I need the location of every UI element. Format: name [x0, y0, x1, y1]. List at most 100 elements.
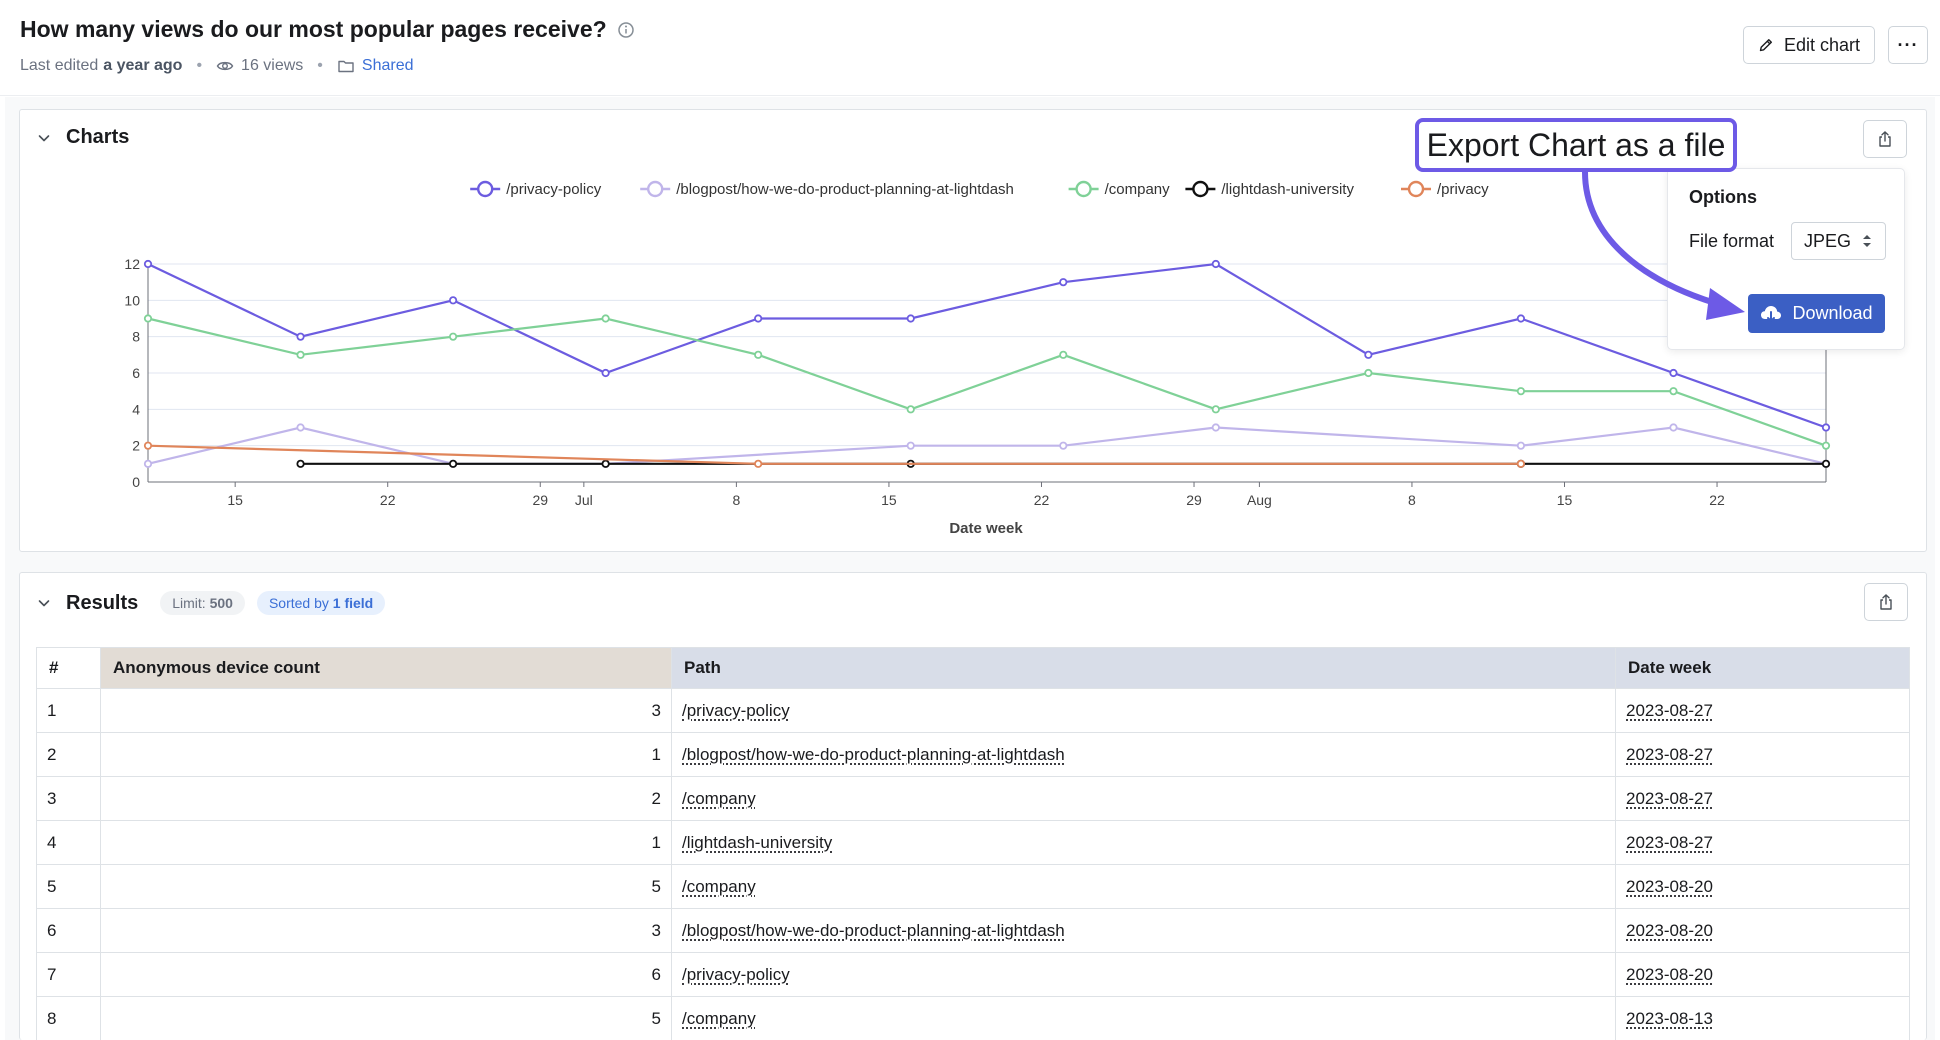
date-week-cell[interactable]: 2023-08-20: [1616, 953, 1910, 997]
file-format-select[interactable]: JPEG: [1791, 222, 1886, 260]
data-point[interactable]: [908, 442, 914, 448]
data-point[interactable]: [450, 297, 456, 303]
data-point[interactable]: [1670, 424, 1676, 430]
data-point[interactable]: [1518, 461, 1524, 467]
data-point[interactable]: [602, 315, 608, 321]
data-point[interactable]: [145, 261, 151, 267]
data-point[interactable]: [145, 442, 151, 448]
data-point[interactable]: [908, 315, 914, 321]
data-point[interactable]: [450, 333, 456, 339]
path-cell[interactable]: /blogpost/how-we-do-product-planning-at-…: [672, 733, 1616, 777]
column-header-device-count[interactable]: Anonymous device count: [101, 648, 672, 689]
table-row[interactable]: 2 1/blogpost/how-we-do-product-planning-a…: [37, 733, 1910, 777]
data-point[interactable]: [1823, 442, 1829, 448]
path-cell[interactable]: /company: [672, 865, 1616, 909]
table-row[interactable]: 8 5/company 2023-08-13: [37, 997, 1910, 1040]
legend-item[interactable]: /lightdash-university: [1185, 181, 1354, 198]
limit-badge[interactable]: Limit: 500: [160, 591, 245, 615]
path-cell-text: /privacy-policy: [682, 701, 790, 720]
column-header-date-week[interactable]: Date week: [1616, 648, 1910, 689]
table-row[interactable]: 7 6/privacy-policy 2023-08-20: [37, 953, 1910, 997]
date-week-cell[interactable]: 2023-08-27: [1616, 777, 1910, 821]
path-cell[interactable]: /blogpost/how-we-do-product-planning-at-…: [672, 909, 1616, 953]
data-point[interactable]: [1060, 279, 1066, 285]
data-point[interactable]: [145, 315, 151, 321]
date-week-cell[interactable]: 2023-08-27: [1616, 689, 1910, 733]
series-layer: [145, 261, 1829, 467]
series-privacy-policy[interactable]: [145, 261, 1829, 431]
data-point[interactable]: [1823, 424, 1829, 430]
series-company[interactable]: [145, 315, 1829, 449]
path-cell[interactable]: /privacy-policy: [672, 689, 1616, 733]
table-row[interactable]: 1 3/privacy-policy 2023-08-27: [37, 689, 1910, 733]
data-point[interactable]: [145, 461, 151, 467]
table-row[interactable]: 4 1/lightdash-university 2023-08-27: [37, 821, 1910, 865]
date-week-cell[interactable]: 2023-08-20: [1616, 909, 1910, 953]
date-week-cell[interactable]: 2023-08-27: [1616, 821, 1910, 865]
sorted-badge[interactable]: Sorted by 1 field: [257, 591, 385, 615]
data-point[interactable]: [1213, 424, 1219, 430]
share-icon: [1877, 593, 1895, 611]
data-point[interactable]: [908, 406, 914, 412]
device-count-cell: 6: [101, 953, 672, 997]
path-cell[interactable]: /company: [672, 997, 1616, 1040]
table-body: 1 3/privacy-policy 2023-08-27 2 1/blogpost/h…: [37, 689, 1910, 1040]
data-point[interactable]: [297, 461, 303, 467]
legend-label: /lightdash-university: [1221, 181, 1354, 198]
data-point[interactable]: [297, 352, 303, 358]
row-index-text: 7: [47, 965, 56, 984]
table-row[interactable]: 5 5/company 2023-08-20: [37, 865, 1910, 909]
data-point[interactable]: [1518, 442, 1524, 448]
path-cell[interactable]: /privacy-policy: [672, 953, 1616, 997]
data-point[interactable]: [297, 424, 303, 430]
date-week-cell-text: 2023-08-13: [1626, 1009, 1713, 1028]
select-arrows-icon: [1861, 233, 1873, 249]
data-point[interactable]: [1213, 406, 1219, 412]
data-point[interactable]: [1060, 352, 1066, 358]
data-point[interactable]: [1213, 261, 1219, 267]
table-row[interactable]: 6 3/blogpost/how-we-do-product-planning-a…: [37, 909, 1910, 953]
data-point[interactable]: [1518, 388, 1524, 394]
limit-label: Limit:: [172, 595, 205, 611]
data-point[interactable]: [602, 461, 608, 467]
path-cell[interactable]: /lightdash-university: [672, 821, 1616, 865]
export-results-button[interactable]: [1864, 583, 1908, 621]
column-header-path[interactable]: Path: [672, 648, 1616, 689]
data-point[interactable]: [755, 461, 761, 467]
chevron-down-icon[interactable]: [36, 595, 52, 611]
data-point[interactable]: [297, 333, 303, 339]
path-cell-text: /privacy-policy: [682, 965, 790, 984]
legend-label: /company: [1105, 181, 1171, 198]
file-format-label: File format: [1689, 231, 1774, 252]
date-week-cell[interactable]: 2023-08-27: [1616, 733, 1910, 777]
data-point[interactable]: [755, 352, 761, 358]
path-cell[interactable]: /company: [672, 777, 1616, 821]
data-point[interactable]: [755, 315, 761, 321]
data-point[interactable]: [1823, 461, 1829, 467]
legend-item[interactable]: /privacy: [1401, 181, 1489, 198]
row-index: 5: [37, 865, 101, 909]
legend-swatch-marker: [478, 182, 492, 196]
x-tick-label: 29: [1186, 492, 1202, 508]
sorted-label: Sorted by: [269, 595, 329, 611]
data-point[interactable]: [450, 461, 456, 467]
legend-item[interactable]: /blogpost/how-we-do-product-planning-at-…: [640, 181, 1014, 198]
legend-item[interactable]: /privacy-policy: [470, 181, 602, 198]
data-point[interactable]: [1365, 370, 1371, 376]
table-row[interactable]: 3 2/company 2023-08-27: [37, 777, 1910, 821]
data-point[interactable]: [1670, 388, 1676, 394]
export-chart-button[interactable]: [1863, 120, 1907, 158]
results-panel-header[interactable]: Results Limit: 500 Sorted by 1 field: [36, 591, 385, 615]
date-week-cell[interactable]: 2023-08-20: [1616, 865, 1910, 909]
date-week-cell[interactable]: 2023-08-13: [1616, 997, 1910, 1040]
legend-item[interactable]: /company: [1069, 181, 1171, 198]
table-header-row: # Anonymous device count Path Date week: [37, 648, 1910, 689]
row-index-text: 6: [47, 921, 56, 940]
data-point[interactable]: [1060, 442, 1066, 448]
path-cell-text: /company: [682, 877, 756, 896]
data-point[interactable]: [602, 370, 608, 376]
download-button[interactable]: Download: [1748, 294, 1885, 333]
data-point[interactable]: [1365, 352, 1371, 358]
data-point[interactable]: [1670, 370, 1676, 376]
data-point[interactable]: [1518, 315, 1524, 321]
